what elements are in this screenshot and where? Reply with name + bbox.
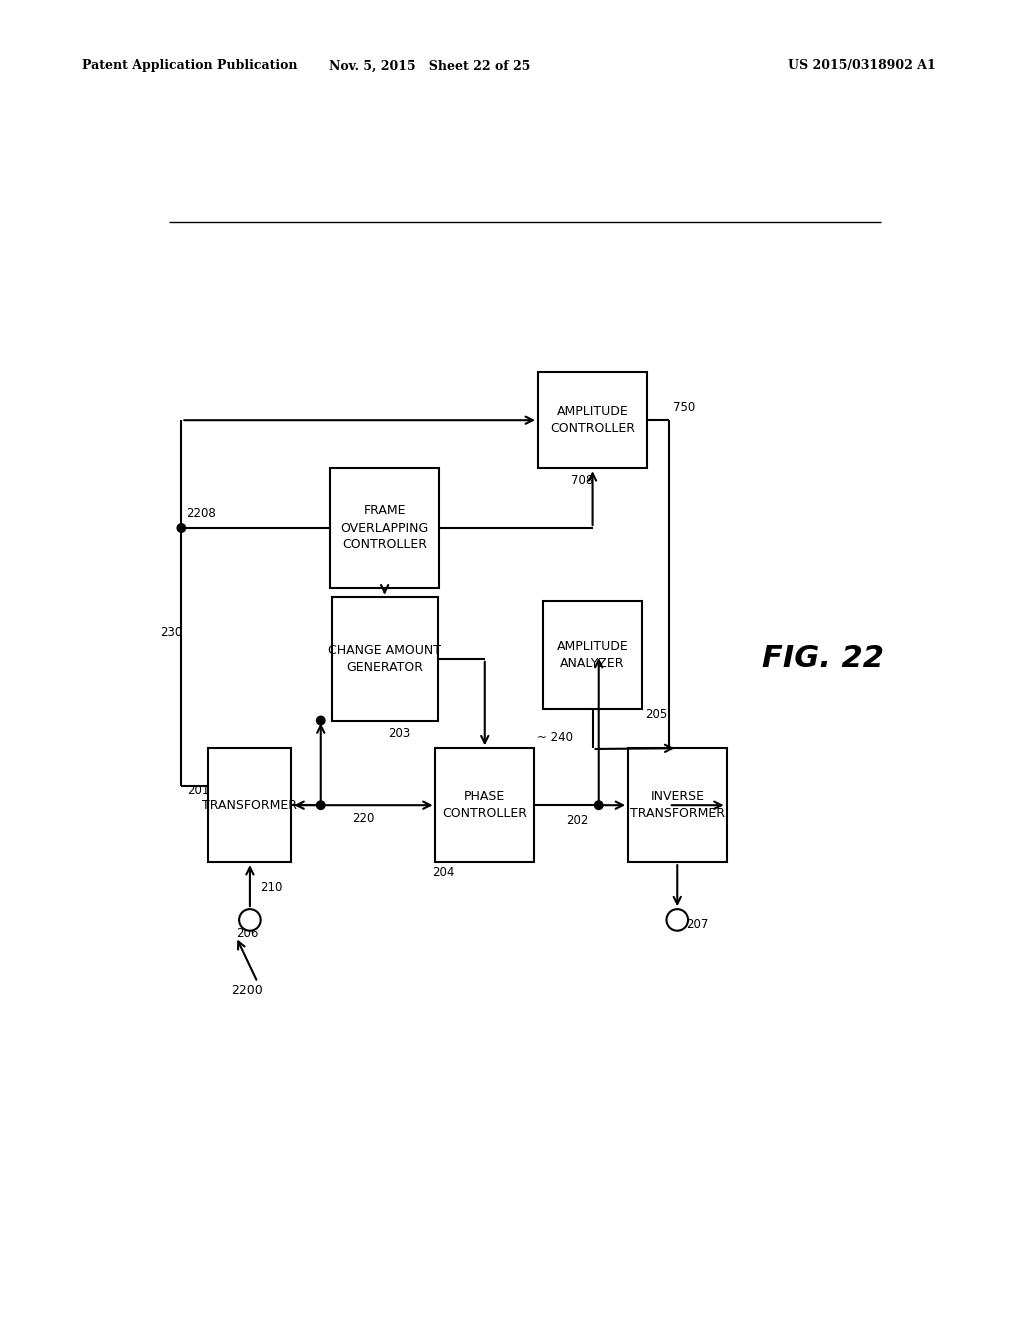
Circle shape (595, 801, 603, 809)
Text: 2200: 2200 (230, 983, 262, 997)
Text: PHASE
CONTROLLER: PHASE CONTROLLER (442, 791, 527, 820)
Bar (330, 469, 439, 587)
Text: 207: 207 (686, 917, 709, 931)
Text: US 2015/0318902 A1: US 2015/0318902 A1 (788, 59, 936, 73)
Circle shape (316, 717, 325, 725)
Text: Nov. 5, 2015   Sheet 22 of 25: Nov. 5, 2015 Sheet 22 of 25 (330, 59, 530, 73)
Text: 708: 708 (571, 474, 593, 487)
Text: FRAME
OVERLAPPING
CONTROLLER: FRAME OVERLAPPING CONTROLLER (341, 504, 429, 552)
Text: 220: 220 (352, 812, 375, 825)
Text: 202: 202 (566, 813, 589, 826)
Text: 206: 206 (237, 927, 258, 940)
Text: 750: 750 (673, 401, 695, 414)
Text: 203: 203 (388, 727, 411, 741)
Text: INVERSE
TRANSFORMER: INVERSE TRANSFORMER (630, 791, 725, 820)
Text: AMPLITUDE
CONTROLLER: AMPLITUDE CONTROLLER (550, 405, 635, 436)
Text: 201: 201 (186, 784, 209, 797)
Bar (628, 748, 727, 862)
Circle shape (240, 909, 261, 931)
Circle shape (316, 801, 325, 809)
Circle shape (177, 524, 185, 532)
Text: ~ 240: ~ 240 (538, 730, 573, 743)
Text: 204: 204 (432, 866, 454, 879)
Text: 210: 210 (260, 880, 283, 894)
Text: AMPLITUDE
ANALYZER: AMPLITUDE ANALYZER (557, 640, 629, 671)
Bar (544, 601, 642, 709)
Bar (435, 748, 535, 862)
Text: Patent Application Publication: Patent Application Publication (82, 59, 297, 73)
Text: FIG. 22: FIG. 22 (762, 644, 884, 673)
Bar (538, 372, 647, 469)
Text: 2208: 2208 (186, 507, 216, 520)
Text: 205: 205 (645, 709, 668, 721)
Text: CHANGE AMOUNT
GENERATOR: CHANGE AMOUNT GENERATOR (328, 644, 441, 675)
Text: TRANSFORMER: TRANSFORMER (203, 799, 297, 812)
Circle shape (667, 909, 688, 931)
Bar (332, 597, 438, 721)
Bar (208, 748, 292, 862)
Text: 230: 230 (160, 626, 182, 639)
